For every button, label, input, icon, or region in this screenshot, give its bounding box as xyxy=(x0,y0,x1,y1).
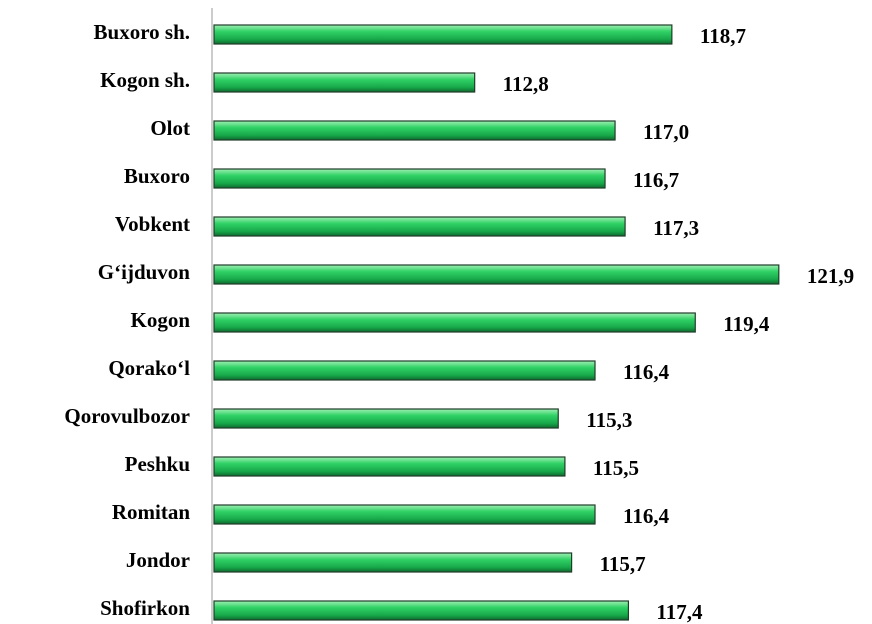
bar xyxy=(213,72,476,93)
category-label: Peshku xyxy=(125,452,191,476)
value-label: 119,4 xyxy=(723,312,770,336)
bar xyxy=(213,408,559,429)
category-label: Romitan xyxy=(112,500,190,524)
bar xyxy=(213,360,596,381)
category-label: Buxoro sh. xyxy=(94,20,190,44)
value-label: 117,3 xyxy=(653,216,699,240)
bar xyxy=(213,456,566,477)
category-label: Vobkent xyxy=(115,212,190,236)
bar xyxy=(213,168,606,189)
value-label: 116,4 xyxy=(623,504,670,528)
category-label: Qorovulbozor xyxy=(64,404,190,428)
category-label: Shofirkon xyxy=(100,596,190,620)
bar xyxy=(213,24,673,45)
value-label: 115,3 xyxy=(586,408,632,432)
value-label: 121,9 xyxy=(807,264,854,288)
bar xyxy=(213,504,596,525)
value-label: 112,8 xyxy=(503,72,549,96)
value-label: 117,0 xyxy=(643,120,689,144)
bar xyxy=(213,600,630,621)
value-label: 115,5 xyxy=(593,456,639,480)
value-label: 118,7 xyxy=(700,24,746,48)
category-label: Kogon xyxy=(130,308,190,332)
category-label: Buxoro xyxy=(124,164,190,188)
bar xyxy=(213,264,780,285)
category-label: Jondor xyxy=(126,548,190,572)
category-label: Kogon sh. xyxy=(100,68,190,92)
bar xyxy=(213,552,573,573)
category-label: G‘ijduvon xyxy=(98,260,191,284)
category-label: Olot xyxy=(150,116,190,140)
bar xyxy=(213,120,616,141)
value-label: 116,7 xyxy=(633,168,679,192)
category-label: Qorako‘l xyxy=(108,356,190,380)
bar xyxy=(213,312,696,333)
value-label: 117,4 xyxy=(656,600,703,624)
value-label: 115,7 xyxy=(600,552,646,576)
value-label: 116,4 xyxy=(623,360,670,384)
bar xyxy=(213,216,626,237)
